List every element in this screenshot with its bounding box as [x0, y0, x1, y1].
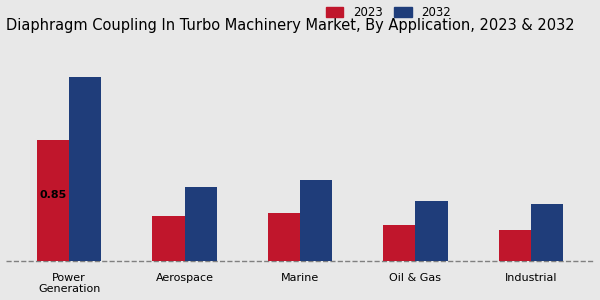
Bar — [152, 215, 185, 261]
Bar — [69, 77, 101, 261]
Bar — [185, 187, 217, 261]
Bar — [531, 204, 563, 261]
Bar — [499, 230, 531, 261]
Bar — [415, 201, 448, 261]
Bar — [37, 140, 69, 261]
Text: 0.85: 0.85 — [39, 190, 67, 200]
Bar — [268, 213, 300, 261]
Bar — [300, 180, 332, 261]
Bar — [383, 226, 415, 261]
Legend: 2023, 2032: 2023, 2032 — [326, 6, 451, 19]
Text: Diaphragm Coupling In Turbo Machinery Market, By Application, 2023 & 2032: Diaphragm Coupling In Turbo Machinery Ma… — [5, 18, 574, 33]
